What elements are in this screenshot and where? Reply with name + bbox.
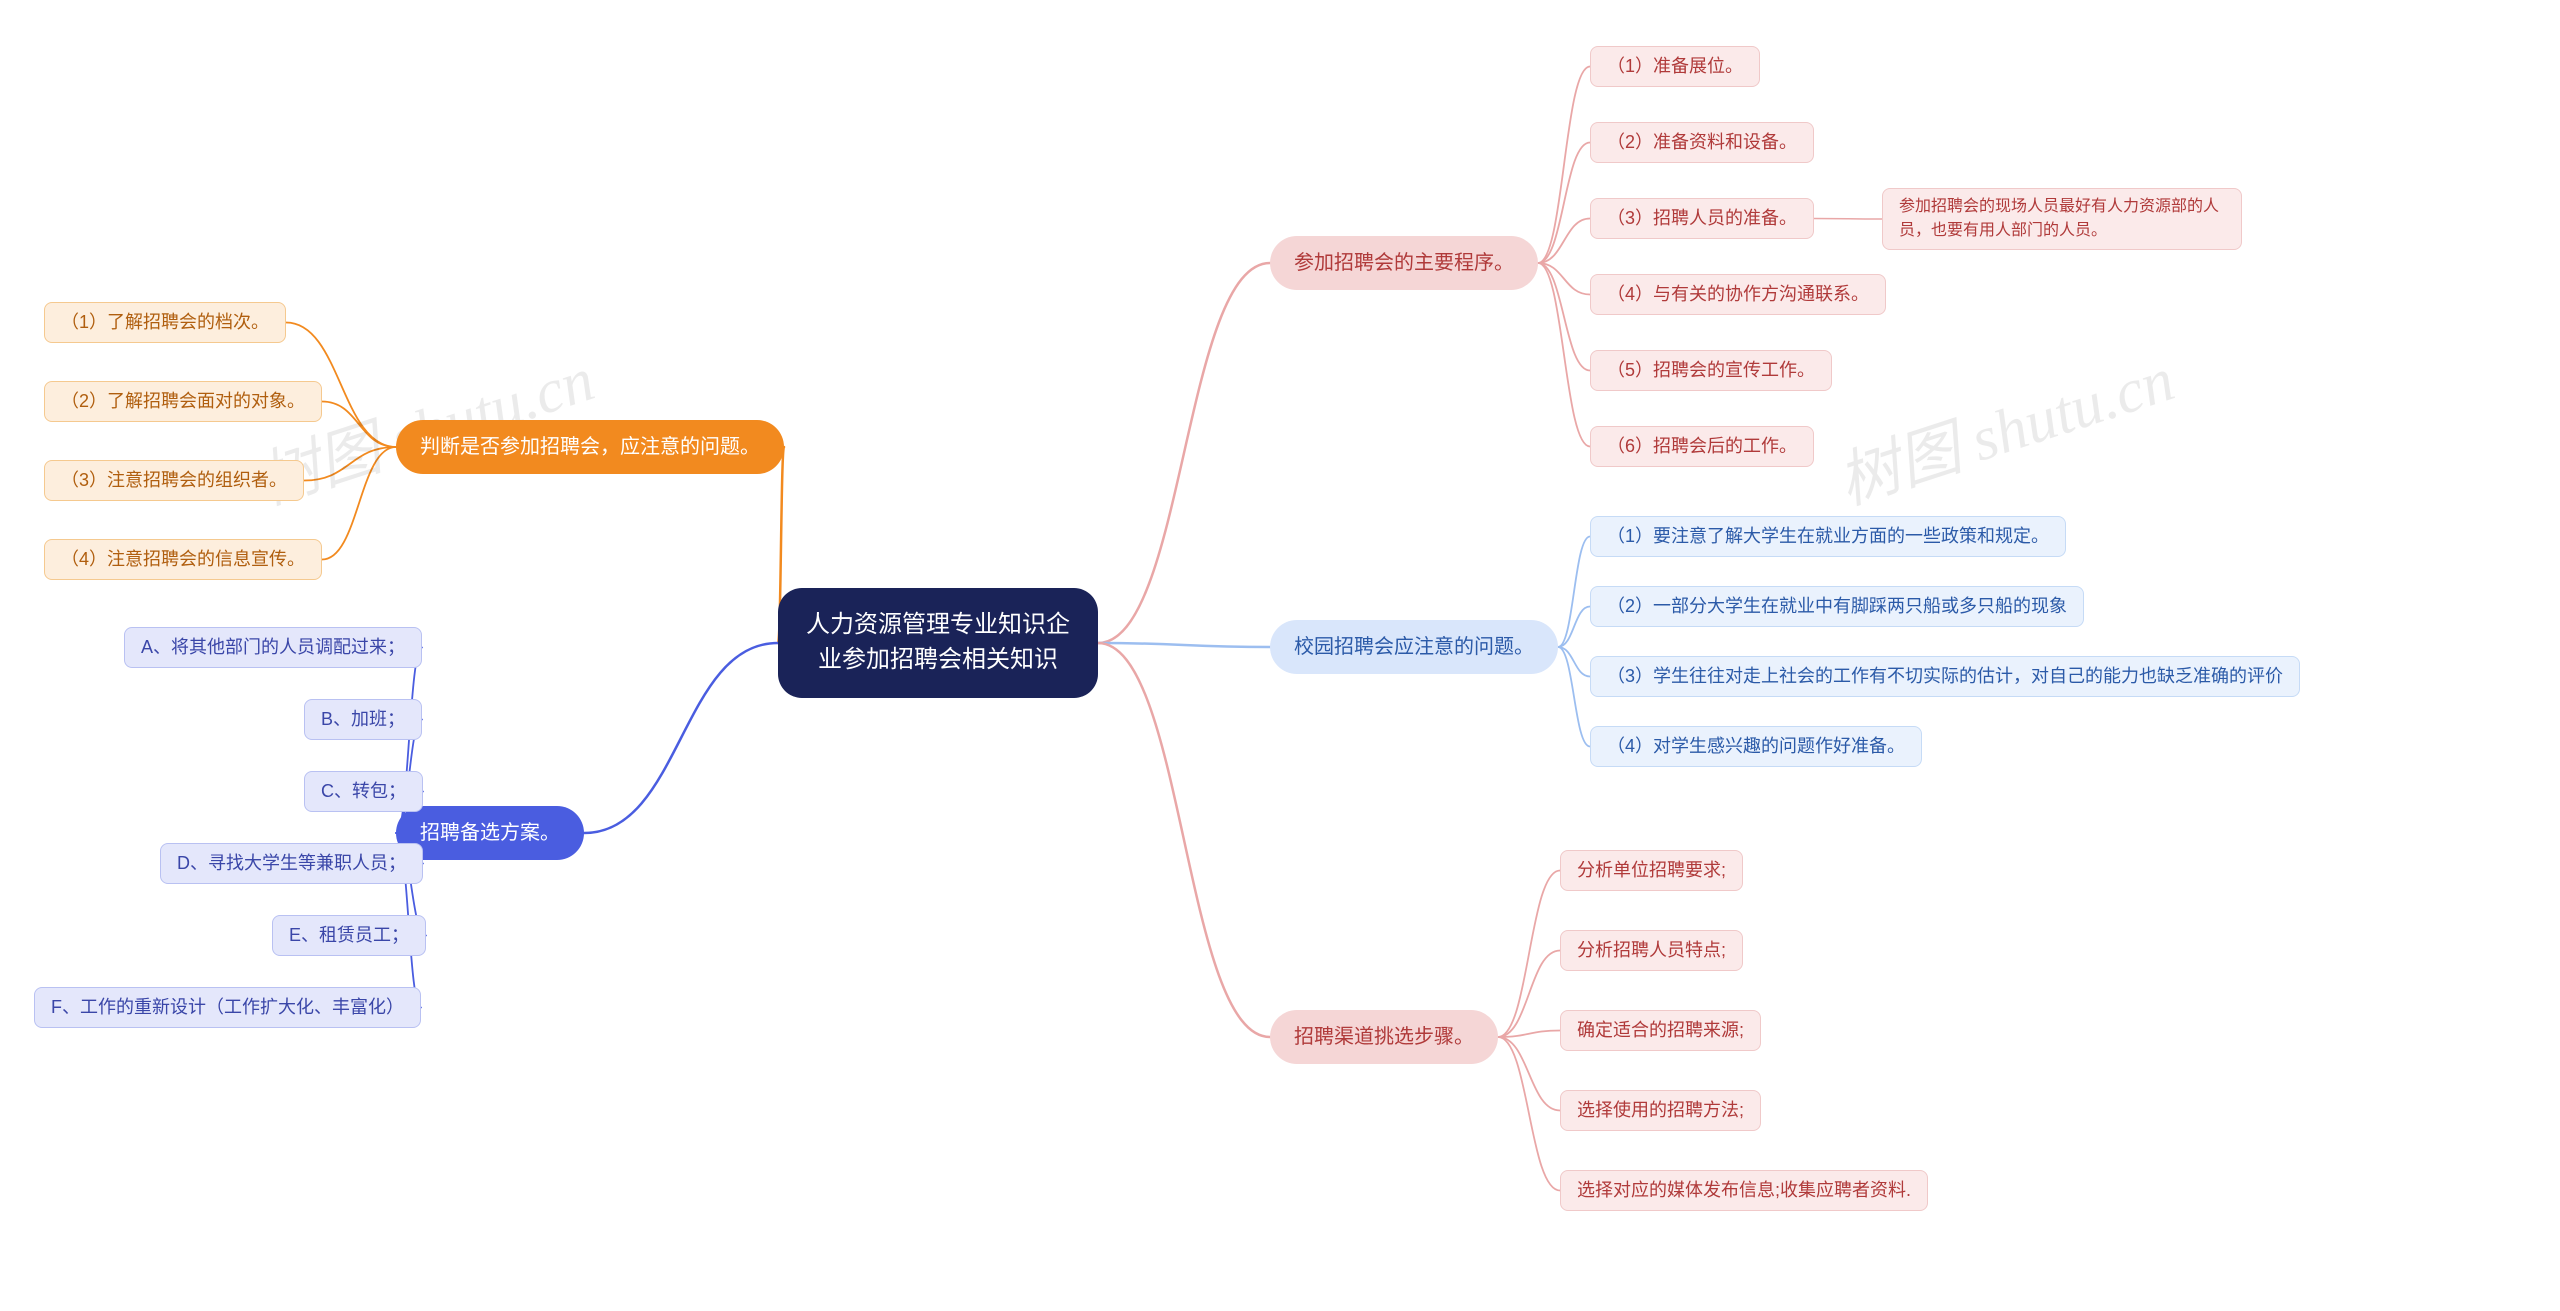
leaf-node[interactable]: （4）对学生感兴趣的问题作好准备。	[1590, 726, 1922, 767]
leaf-node[interactable]: （1）了解招聘会的档次。	[44, 302, 286, 343]
root-node[interactable]: 人力资源管理专业知识企业参加招聘会相关知识	[778, 588, 1098, 698]
leaf-node[interactable]: （4）与有关的协作方沟通联系。	[1590, 274, 1886, 315]
leaf-node[interactable]: （2）准备资料和设备。	[1590, 122, 1814, 163]
leaf-node[interactable]: F、工作的重新设计（工作扩大化、丰富化）	[34, 987, 421, 1028]
leaf-node[interactable]: （3）招聘人员的准备。	[1590, 198, 1814, 239]
leaf-node[interactable]: A、将其他部门的人员调配过来；	[124, 627, 422, 668]
leaf-node[interactable]: （3）注意招聘会的组织者。	[44, 460, 304, 501]
branch-node[interactable]: 参加招聘会的主要程序。	[1270, 236, 1538, 290]
branch-node[interactable]: 招聘备选方案。	[396, 806, 584, 860]
leaf-node[interactable]: （3）学生往往对走上社会的工作有不切实际的估计，对自己的能力也缺乏准确的评价	[1590, 656, 2300, 697]
leaf-node[interactable]: （6）招聘会后的工作。	[1590, 426, 1814, 467]
leaf-node[interactable]: （2）了解招聘会面对的对象。	[44, 381, 322, 422]
leaf-node[interactable]: D、寻找大学生等兼职人员；	[160, 843, 423, 884]
leaf-node[interactable]: 分析招聘人员特点;	[1560, 930, 1743, 971]
leaf-node[interactable]: C、转包；	[304, 771, 423, 812]
leaf-node[interactable]: 分析单位招聘要求;	[1560, 850, 1743, 891]
leaf-note: 参加招聘会的现场人员最好有人力资源部的人员，也要有用人部门的人员。	[1882, 188, 2242, 250]
branch-node[interactable]: 判断是否参加招聘会，应注意的问题。	[396, 420, 784, 474]
watermark: 树图 shutu.cn	[1825, 328, 2184, 521]
leaf-node[interactable]: E、租赁员工；	[272, 915, 426, 956]
leaf-node[interactable]: 确定适合的招聘来源;	[1560, 1010, 1761, 1051]
leaf-node[interactable]: （5）招聘会的宣传工作。	[1590, 350, 1832, 391]
leaf-node[interactable]: （1）准备展位。	[1590, 46, 1760, 87]
branch-node[interactable]: 招聘渠道挑选步骤。	[1270, 1010, 1498, 1064]
leaf-node[interactable]: （2）一部分大学生在就业中有脚踩两只船或多只船的现象	[1590, 586, 2084, 627]
leaf-node[interactable]: 选择使用的招聘方法;	[1560, 1090, 1761, 1131]
leaf-node[interactable]: （1）要注意了解大学生在就业方面的一些政策和规定。	[1590, 516, 2066, 557]
leaf-node[interactable]: （4）注意招聘会的信息宣传。	[44, 539, 322, 580]
leaf-node[interactable]: 选择对应的媒体发布信息;收集应聘者资料.	[1560, 1170, 1928, 1211]
branch-node[interactable]: 校园招聘会应注意的问题。	[1270, 620, 1558, 674]
leaf-node[interactable]: B、加班；	[304, 699, 422, 740]
